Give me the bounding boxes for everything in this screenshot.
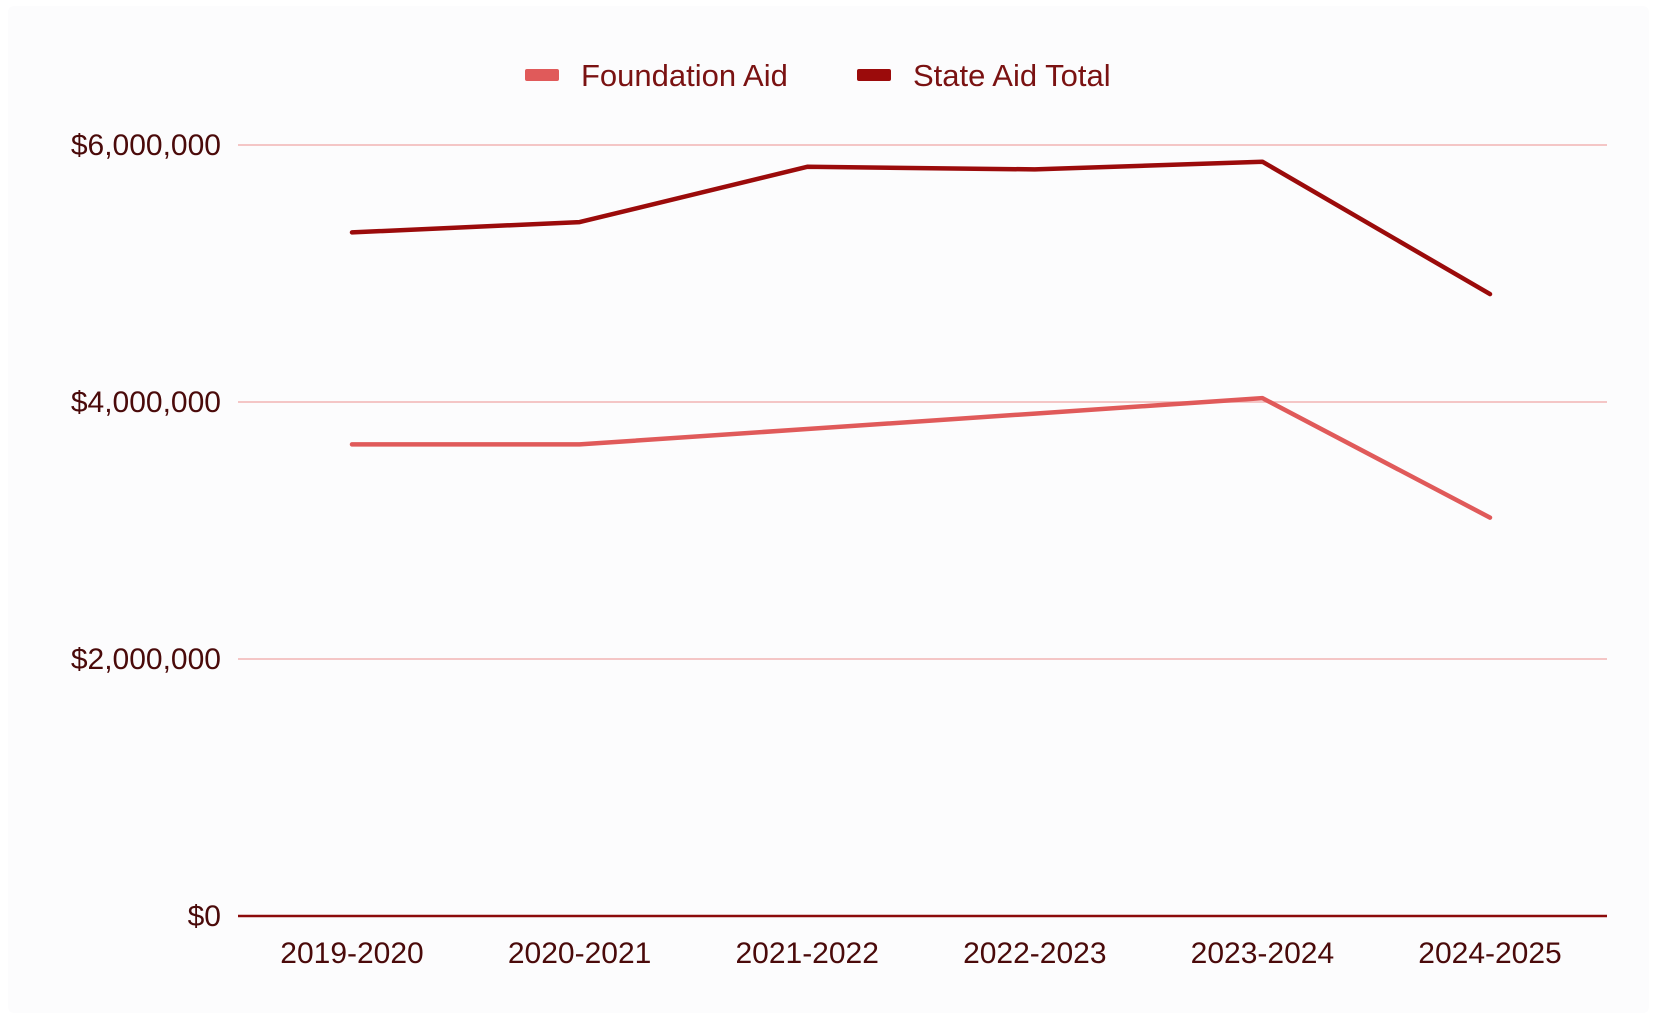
legend-label-state-aid-total: State Aid Total bbox=[913, 58, 1111, 93]
y-tick-label: $0 bbox=[188, 900, 221, 933]
y-tick-label: $6,000,000 bbox=[71, 129, 221, 162]
x-tick-label: 2024-2025 bbox=[1418, 937, 1561, 970]
legend: Foundation Aid State Aid Total bbox=[525, 58, 1111, 93]
legend-swatch-foundation-aid bbox=[525, 69, 559, 81]
x-tick-label: 2021-2022 bbox=[735, 937, 878, 970]
chart-background bbox=[8, 6, 1649, 1013]
y-tick-label: $2,000,000 bbox=[71, 643, 221, 676]
x-tick-label: 2023-2024 bbox=[1191, 937, 1334, 970]
x-tick-label: 2020-2021 bbox=[508, 937, 651, 970]
series-lines bbox=[349, 159, 1493, 520]
legend-label-foundation-aid: Foundation Aid bbox=[581, 58, 788, 93]
legend-swatch-state-aid-total bbox=[857, 69, 891, 81]
y-tick-label: $4,000,000 bbox=[71, 386, 221, 419]
series-line-state-aid-total bbox=[349, 159, 1493, 297]
x-tick-label: 2022-2023 bbox=[963, 937, 1106, 970]
x-tick-label: 2019-2020 bbox=[280, 937, 423, 970]
gridlines bbox=[238, 144, 1607, 918]
x-axis-tick-labels: 2019-2020 2020-2021 2021-2022 2022-2023 2023… bbox=[280, 937, 1561, 970]
series-line-foundation-aid bbox=[349, 395, 1493, 520]
y-axis-tick-labels: $0 $2,000,000 $4,000,000 $6,000,000 bbox=[71, 129, 221, 933]
